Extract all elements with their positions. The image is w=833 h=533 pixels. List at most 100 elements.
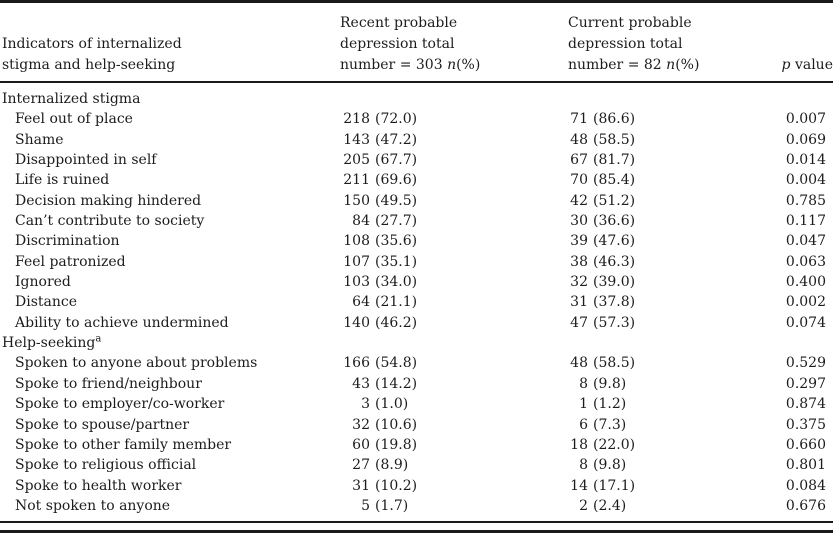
row-label: Distance: [15, 294, 78, 311]
p-value-cell: 0.002: [785, 294, 826, 311]
recent-count: 166: [343, 355, 370, 372]
table-row: Ability to achieve undermined 140 (46.2) 47…: [0, 313, 833, 333]
current-pct: (86.6): [593, 111, 636, 128]
row-label: Spoken to anyone about problems: [15, 355, 258, 372]
table-row: Feel out of place 218 (72.0) 71 (86.6) 0.007: [0, 109, 833, 129]
current-count: 70: [570, 172, 588, 189]
recent-cell: [340, 333, 568, 353]
p-value-cell: 0.007: [785, 111, 826, 128]
recent-count: 143: [343, 131, 370, 148]
current-count: 14: [570, 477, 588, 494]
table-row: Discrimination 108 (35.6) 39 (47.6) 0.047: [0, 231, 833, 251]
row-label: Spoke to employer/co-worker: [15, 396, 225, 413]
table-row: Life is ruined 211 (69.6) 70 (85.4) 0.004: [0, 170, 833, 190]
current-cell: [568, 333, 764, 353]
current-pct: (36.6): [593, 213, 636, 230]
current-cell: 39 (47.6): [568, 231, 764, 251]
p-value-cell: 0.063: [785, 253, 826, 270]
table-row: Can’t contribute to society 84 (27.7) 30 (36…: [0, 211, 833, 231]
p-value-cell: 0.014: [785, 152, 826, 169]
header-recent-n-italic: n: [447, 57, 457, 73]
recent-count: 103: [343, 274, 370, 291]
p-value-cell: 0.375: [785, 416, 826, 433]
current-cell: 38 (46.3): [568, 252, 764, 272]
recent-cell: 107 (35.1): [340, 252, 568, 272]
recent-count: 43: [352, 375, 370, 392]
current-count: 8: [579, 457, 588, 474]
header-indicators-line1: Indicators of internalized: [2, 36, 182, 52]
current-cell: 6 (7.3): [568, 415, 764, 435]
current-cell: 48 (58.5): [568, 353, 764, 373]
current-cell: 42 (51.2): [568, 191, 764, 211]
recent-count: 32: [352, 416, 370, 433]
current-count: 31: [570, 294, 588, 311]
recent-cell: 205 (67.7): [340, 150, 568, 170]
recent-pct: (10.6): [375, 416, 418, 433]
current-cell: 14 (17.1): [568, 476, 764, 496]
p-value-cell: [764, 333, 833, 353]
header-current-line2: depression total: [568, 36, 683, 52]
recent-cell: 5 (1.7): [340, 496, 568, 516]
recent-pct: (14.2): [375, 375, 418, 392]
current-pct: (51.2): [593, 192, 636, 209]
recent-pct: (27.7): [375, 213, 418, 230]
recent-count: 3: [361, 396, 370, 413]
recent-cell: 103 (34.0): [340, 272, 568, 292]
recent-cell: 211 (69.6): [340, 170, 568, 190]
recent-pct: (35.1): [375, 253, 418, 270]
recent-pct: (19.8): [375, 436, 418, 453]
recent-count: 84: [352, 213, 370, 230]
recent-cell: 140 (46.2): [340, 313, 568, 333]
section-row: Help-seekinga: [0, 333, 833, 353]
recent-count: 150: [343, 192, 370, 209]
p-value-cell: 0.660: [785, 436, 826, 453]
header-current-number: number = 82: [568, 57, 667, 73]
current-pct: (81.7): [593, 152, 636, 169]
header-indicators-line2: stigma and help-seeking: [2, 57, 176, 73]
recent-cell: 31 (10.2): [340, 476, 568, 496]
recent-count: 205: [343, 152, 370, 169]
current-count: 8: [579, 375, 588, 392]
current-count: 2: [579, 497, 588, 514]
recent-cell: 108 (35.6): [340, 231, 568, 251]
p-value-cell: 0.785: [785, 192, 826, 209]
current-count: 48: [570, 355, 588, 372]
table-row: Distance 64 (21.1) 31 (37.8) 0.002: [0, 292, 833, 312]
table-row: Spoke to friend/neighbour 43 (14.2) 8 (9.8) 0…: [0, 374, 833, 394]
header-p-rest: value: [790, 57, 833, 73]
header-p-italic: p: [781, 57, 791, 73]
current-count: 6: [579, 416, 588, 433]
header-indicators: Indicators of internalized stigma and he…: [0, 34, 340, 76]
recent-pct: (35.6): [375, 233, 418, 250]
recent-count: 140: [343, 314, 370, 331]
p-value-cell: 0.400: [785, 274, 826, 291]
current-cell: 31 (37.8): [568, 292, 764, 312]
table-row: Disappointed in self 205 (67.7) 67 (81.7) 0.0…: [0, 150, 833, 170]
header-current-line1: Current probable: [568, 15, 692, 31]
current-pct: (22.0): [593, 436, 636, 453]
recent-count: 64: [352, 294, 370, 311]
recent-count: 108: [343, 233, 370, 250]
header-current-n-italic: n: [666, 57, 676, 73]
recent-cell: 32 (10.6): [340, 415, 568, 435]
table-row: Spoke to religious official 27 (8.9) 8 (9.8)…: [0, 455, 833, 475]
table-row: Spoke to health worker 31 (10.2) 14 (17.1) 0.…: [0, 476, 833, 496]
current-count: 38: [570, 253, 588, 270]
current-count: 30: [570, 213, 588, 230]
header-recent-pct-sign: (%): [456, 57, 481, 73]
recent-cell: 27 (8.9): [340, 455, 568, 475]
recent-cell: 64 (21.1): [340, 292, 568, 312]
recent-count: 5: [361, 497, 370, 514]
table-row: Shame 143 (47.2) 48 (58.5) 0.069: [0, 130, 833, 150]
table-header-row: Indicators of internalized stigma and he…: [0, 3, 833, 81]
recent-cell: 143 (47.2): [340, 130, 568, 150]
current-pct: (9.8): [593, 457, 627, 474]
header-current-line3: number = 82 n(%): [568, 55, 764, 76]
row-label: Feel out of place: [15, 111, 133, 128]
current-pct: (7.3): [593, 416, 627, 433]
table-row: Spoke to spouse/partner 32 (10.6) 6 (7.3) 0.3…: [0, 415, 833, 435]
current-pct: (46.3): [593, 253, 636, 270]
recent-count: 218: [343, 111, 370, 128]
row-label: Spoke to friend/neighbour: [15, 375, 202, 392]
